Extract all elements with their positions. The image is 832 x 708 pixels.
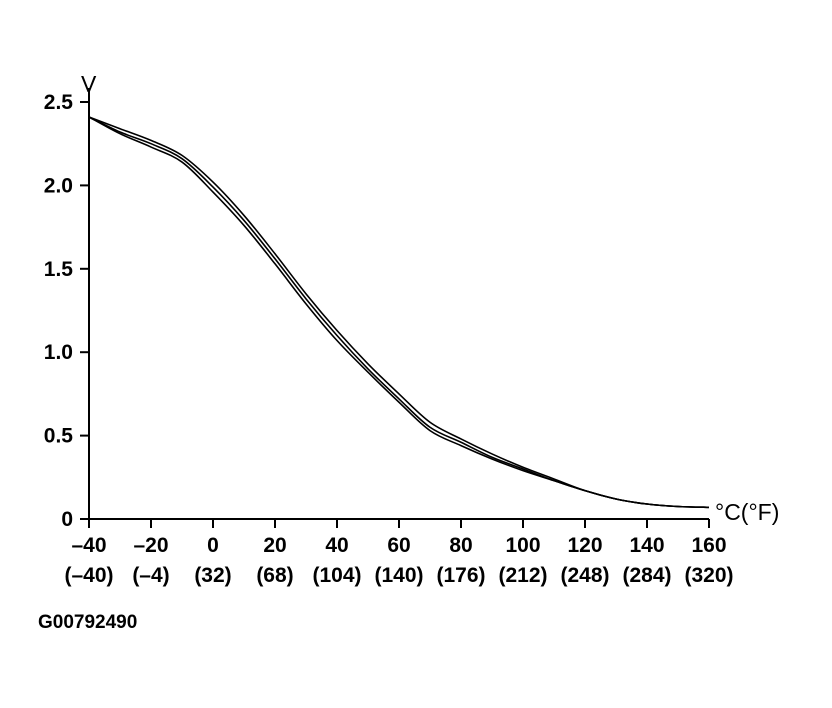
y-tick-label: 0 — [61, 508, 73, 531]
x-tick-label: 160 — [691, 534, 726, 557]
x-tick-label: 80 — [449, 534, 472, 557]
x-tick-label: 0 — [207, 534, 219, 557]
figure-id: G00792490 — [38, 612, 138, 633]
series-line-1 — [88, 116, 710, 509]
x-axis-label: °C(°F) — [715, 499, 779, 525]
x-secondary-tick-label: (248) — [560, 564, 609, 587]
x-secondary-tick-label: (176) — [436, 564, 485, 587]
x-tick-label: 120 — [567, 534, 602, 557]
x-tick-label: –20 — [133, 534, 168, 557]
x-secondary-tick-label: (284) — [622, 564, 671, 587]
series-line-2 — [88, 116, 710, 509]
x-secondary-tick-label: (32) — [194, 564, 231, 587]
y-tick-label: 2.5 — [44, 91, 74, 114]
y-tick-label: 1.5 — [44, 258, 74, 281]
series-line-3 — [88, 116, 710, 509]
x-secondary-tick-label: (104) — [312, 564, 361, 587]
y-tick-label: 1.0 — [44, 341, 73, 364]
x-tick-label: 140 — [629, 534, 664, 557]
tick-labels: 0 0.5 1.0 1.5 2.0 2.5 –40 (–40) –20 (–4) 0 (32) 20 (6… — [44, 71, 780, 587]
x-tick-label: 20 — [263, 534, 286, 557]
x-tick-label: –40 — [71, 534, 106, 557]
x-tick-label: 100 — [505, 534, 540, 557]
axes — [80, 88, 710, 528]
y-tick-label: 0.5 — [44, 425, 74, 448]
x-secondary-tick-label: (212) — [498, 564, 547, 587]
x-tick-label: 40 — [325, 534, 348, 557]
x-secondary-tick-label: (–40) — [64, 564, 113, 587]
x-secondary-tick-label: (68) — [256, 564, 293, 587]
x-secondary-tick-label: (140) — [374, 564, 423, 587]
series-group — [88, 116, 710, 509]
x-secondary-tick-label: (–4) — [132, 564, 169, 587]
x-tick-label: 60 — [387, 534, 410, 557]
y-tick-label: 2.0 — [44, 174, 73, 197]
x-secondary-tick-label: (320) — [684, 564, 733, 587]
y-axis-label: V — [81, 71, 97, 97]
